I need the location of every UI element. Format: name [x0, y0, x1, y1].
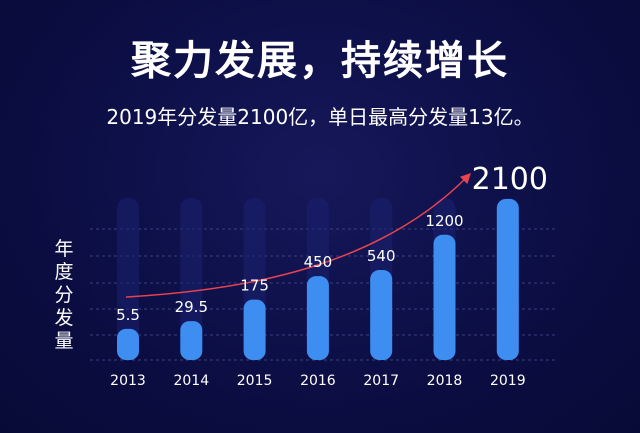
bars — [117, 199, 519, 360]
x-tick-2017: 2017 — [363, 373, 399, 389]
bar-2019 — [496, 199, 519, 360]
value-label-2014: 29.5 — [175, 298, 208, 316]
x-tick-2015: 2015 — [237, 373, 273, 389]
value-label-2013: 5.5 — [116, 306, 140, 324]
value-label-2019: 2100 — [472, 162, 548, 197]
x-axis-ticks: 2013 2014 2015 2016 2017 2018 2019 — [110, 373, 525, 389]
value-label-2018: 1200 — [425, 212, 463, 230]
trend-arrow — [125, 173, 471, 298]
x-tick-2016: 2016 — [300, 373, 336, 389]
bar-2018 — [433, 234, 456, 360]
value-label-2015: 175 — [240, 277, 269, 295]
value-label-2016: 450 — [304, 253, 333, 271]
bar-track — [117, 198, 139, 360]
page-title: 聚力发展，持续增长 — [131, 38, 509, 84]
y-axis-label: 年度分发量 — [54, 238, 74, 352]
x-tick-2018: 2018 — [427, 373, 463, 389]
value-label-2017: 540 — [367, 247, 396, 265]
x-tick-2014: 2014 — [173, 373, 209, 389]
bar-2013 — [117, 328, 139, 360]
bar-2014 — [180, 321, 203, 360]
x-tick-2013: 2013 — [110, 373, 146, 389]
bar-track — [180, 198, 203, 360]
value-labels: 5.5 29.5 175 450 540 1200 2100 — [116, 162, 548, 324]
page-subtitle: 2019年分发量2100亿，单日最高分发量13亿。 — [106, 105, 534, 129]
bar-2015 — [243, 299, 266, 360]
bar-2016 — [306, 276, 329, 360]
x-tick-2019: 2019 — [490, 373, 526, 389]
bar-2017 — [370, 270, 393, 360]
